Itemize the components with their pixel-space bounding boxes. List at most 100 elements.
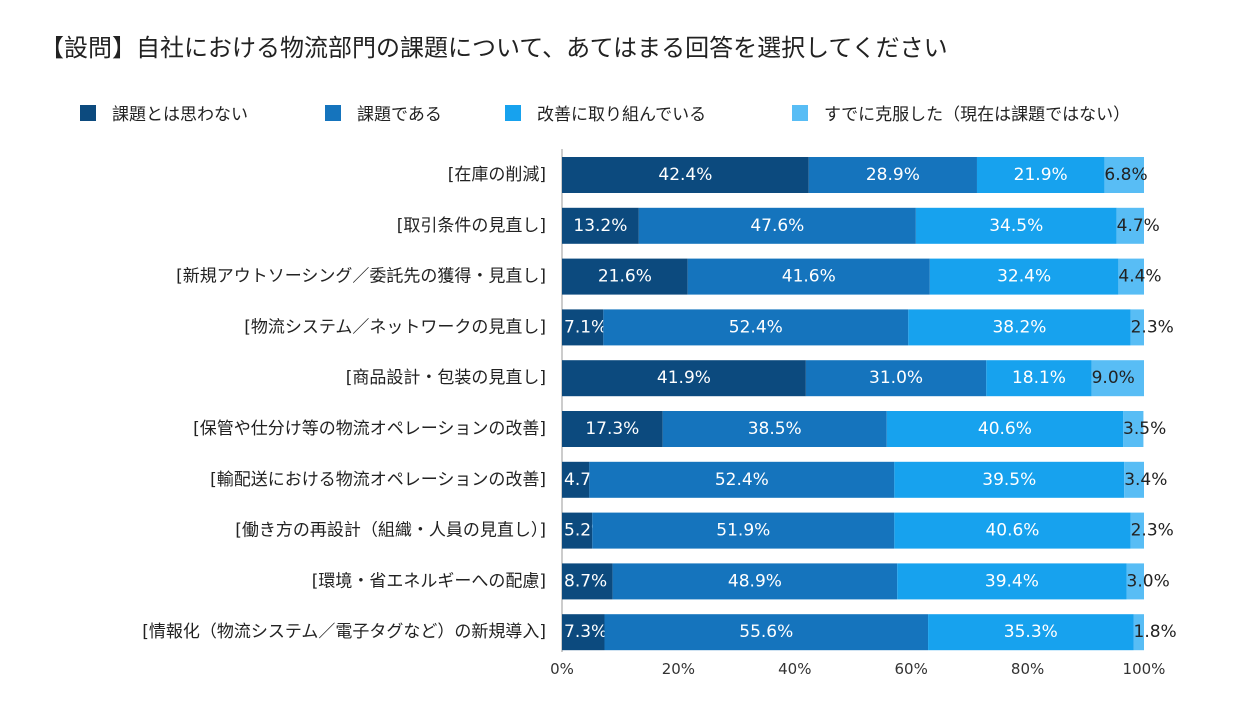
bar-segment (929, 258, 1119, 295)
bar-segment (1124, 461, 1144, 498)
legend-item-0: 課題とは思わない (80, 100, 248, 125)
data-label: 41.6% (782, 267, 836, 287)
category-label: [情報化（物流システム／電子タグなど）の新規導入] (142, 622, 546, 642)
data-label: 1.8% (1134, 622, 1177, 642)
data-label: 35.3% (1004, 622, 1058, 642)
data-label: 39.5% (982, 470, 1036, 490)
data-label: 51.9% (716, 521, 770, 541)
bar-segment (986, 360, 1092, 397)
data-label: 21.9% (1014, 165, 1068, 185)
data-label: 52.4% (729, 317, 783, 337)
legend: 課題とは思わない 課題である 改善に取り組んでいる すでに克服した（現在は課題で… (0, 100, 1240, 126)
category-label: [保管や仕分け等の物流オペレーションの改善] (193, 419, 546, 439)
bar-segment (1126, 563, 1144, 600)
bar-segment (638, 207, 916, 244)
category-label: [働き方の再設計（組織・人員の見直し）] (235, 521, 546, 541)
x-tick-label: 80% (1011, 660, 1044, 678)
x-tick-label: 60% (895, 660, 928, 678)
x-tick-label: 20% (662, 660, 695, 678)
data-label: 28.9% (866, 165, 920, 185)
data-label: 52.4% (715, 470, 769, 490)
data-label: 3.5% (1123, 419, 1166, 439)
bar-segment (894, 512, 1131, 549)
bar-segment (562, 207, 639, 244)
legend-swatch-0 (80, 104, 96, 121)
category-label: [取引条件の見直し] (397, 216, 546, 236)
data-label: 38.5% (748, 419, 802, 439)
data-label: 8.7% (564, 571, 607, 591)
bar-segment (1116, 207, 1144, 244)
data-label: 40.6% (978, 419, 1032, 439)
bar-segment (589, 461, 895, 498)
bar-segment (562, 512, 593, 549)
data-label: 39.4% (985, 571, 1039, 591)
bar-segment (612, 563, 898, 600)
bar-segment (894, 461, 1125, 498)
bar-segment (908, 309, 1131, 346)
data-label: 4.7% (1117, 216, 1160, 236)
data-label: 6.8% (1104, 165, 1147, 185)
data-label: 38.2% (992, 317, 1046, 337)
bar-segment (604, 614, 929, 651)
data-label: 13.2% (573, 216, 627, 236)
bar-segment (1091, 360, 1144, 397)
data-label: 21.6% (598, 267, 652, 287)
data-label: 2.3% (1131, 317, 1174, 337)
x-tick-label: 100% (1123, 660, 1166, 678)
data-label: 3.0% (1127, 571, 1170, 591)
data-label: 47.6% (750, 216, 804, 236)
data-label: 32.4% (997, 267, 1051, 287)
data-label: 41.9% (657, 368, 711, 388)
bar-segment (886, 411, 1124, 447)
bar-segment (603, 309, 909, 346)
category-label: [環境・省エネルギーへの配慮] (312, 571, 546, 591)
legend-label-1: 課題である (357, 105, 442, 125)
data-label: 55.6% (739, 622, 793, 642)
data-label: 9.0% (1092, 368, 1135, 388)
data-label: 3.4% (1124, 470, 1167, 490)
x-tick-label: 0% (550, 660, 574, 678)
bar-segment (976, 157, 1105, 193)
bar-segment (1123, 411, 1144, 447)
bar-segment (928, 614, 1134, 651)
legend-label-0: 課題とは思わない (112, 105, 248, 125)
bar-segment (1130, 309, 1144, 346)
x-tick-label: 40% (778, 660, 811, 678)
bar-segment (562, 258, 688, 295)
bar-segment (1104, 157, 1144, 193)
data-label: 7.3% (564, 622, 607, 642)
bar-segment (1130, 512, 1144, 549)
bar-segment (592, 512, 895, 549)
data-label: 18.1% (1012, 368, 1066, 388)
bar-segment (805, 360, 987, 397)
bar-segment (808, 157, 977, 193)
category-label: [輸配送における物流オペレーションの改善] (210, 470, 546, 490)
category-label: [在庫の削減] (448, 165, 546, 185)
legend-swatch-2 (505, 104, 521, 121)
bar-segment (687, 258, 930, 295)
bar-segment (562, 309, 604, 346)
category-label: [新規アウトソーシング／委託先の獲得・見直し] (176, 267, 546, 287)
data-label: 34.5% (989, 216, 1043, 236)
data-label: 4.4% (1118, 267, 1161, 287)
legend-item-1: 課題である (325, 100, 442, 125)
legend-swatch-1 (325, 104, 341, 121)
bar-segment (562, 157, 809, 193)
legend-label-3: すでに克服した（現在は課題ではない） (824, 105, 1131, 125)
bar-segment (1118, 258, 1144, 295)
category-label: [物流システム／ネットワークの見直し] (244, 317, 546, 337)
data-label: 48.9% (728, 571, 782, 591)
data-label: 42.4% (658, 165, 712, 185)
data-label: 2.3% (1131, 521, 1174, 541)
bar-segment (897, 563, 1127, 600)
data-label: 17.3% (585, 419, 639, 439)
bar-segment (562, 411, 663, 447)
chart-title: 【設問】自社における物流部門の課題について、あてはまる回答を選択してください (40, 34, 948, 62)
bar-segment (562, 614, 605, 651)
category-label: [商品設計・包装の見直し] (346, 368, 546, 388)
legend-item-3: すでに克服した（現在は課題ではない） (792, 100, 1130, 125)
data-label: 31.0% (869, 368, 923, 388)
data-label: 7.1% (564, 317, 607, 337)
bar-segment (562, 563, 613, 600)
